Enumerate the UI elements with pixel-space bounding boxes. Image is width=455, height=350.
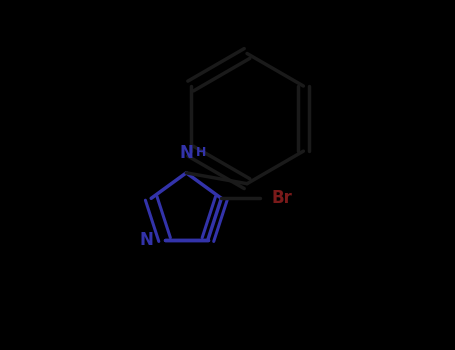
Text: H: H: [196, 146, 206, 159]
Text: N: N: [179, 144, 193, 162]
Text: Br: Br: [271, 189, 292, 207]
Text: N: N: [140, 231, 154, 248]
